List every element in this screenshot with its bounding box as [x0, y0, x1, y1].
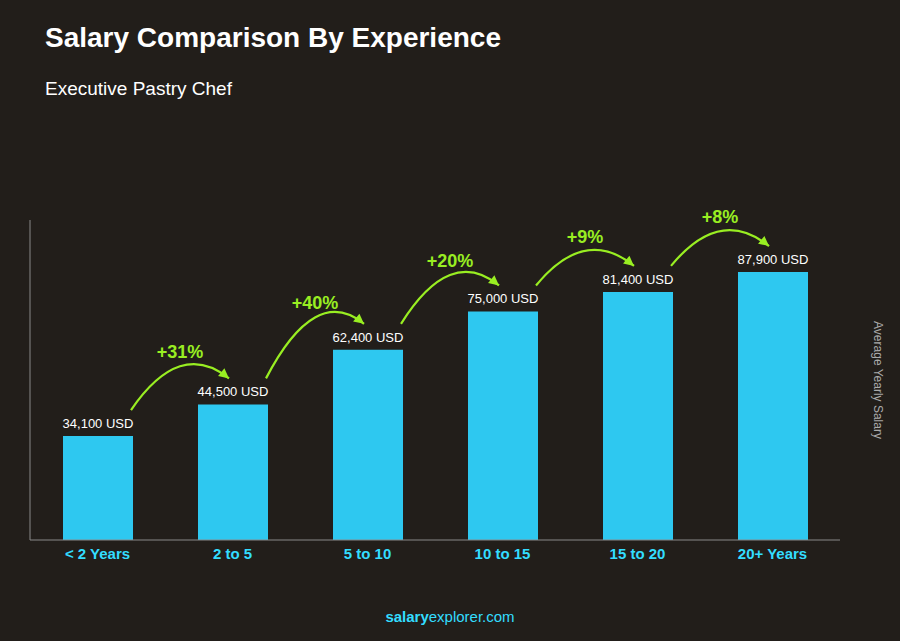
svg-text:2 to 5: 2 to 5 — [213, 545, 252, 562]
svg-text:5 to 10: 5 to 10 — [344, 545, 392, 562]
svg-text:+9%: +9% — [567, 227, 604, 247]
svg-text:87,900 USD: 87,900 USD — [738, 252, 809, 267]
svg-text:34,100 USD: 34,100 USD — [63, 416, 134, 431]
svg-text:81,400 USD: 81,400 USD — [603, 272, 674, 287]
svg-text:+31%: +31% — [157, 342, 204, 362]
html-text:Salary Comparison By Experienc: Salary Comparison By Experience — [45, 22, 501, 53]
svg-text:44,500 USD: 44,500 USD — [198, 384, 269, 399]
html-text:salary explorer.com: salary explorer.com — [385, 608, 515, 625]
svg-text:62,400 USD: 62,400 USD — [333, 330, 404, 345]
svg-text:75,000 USD: 75,000 USD — [468, 291, 539, 306]
html-text:Executive Pastry Chef: Executive Pastry Chef — [45, 78, 232, 99]
svg-text:+40%: +40% — [292, 293, 339, 313]
svg-text:20+ Years: 20+ Years — [738, 545, 807, 562]
svg-text:+20%: +20% — [427, 251, 474, 271]
html-text:Average Yearly Salary: Average Yearly Salary — [871, 321, 885, 439]
svg-text:10 to 15: 10 to 15 — [475, 545, 531, 562]
svg-text:< 2 Years: < 2 Years — [65, 545, 130, 562]
svg-text:15 to 20: 15 to 20 — [610, 545, 666, 562]
svg-text:+8%: +8% — [702, 207, 739, 227]
